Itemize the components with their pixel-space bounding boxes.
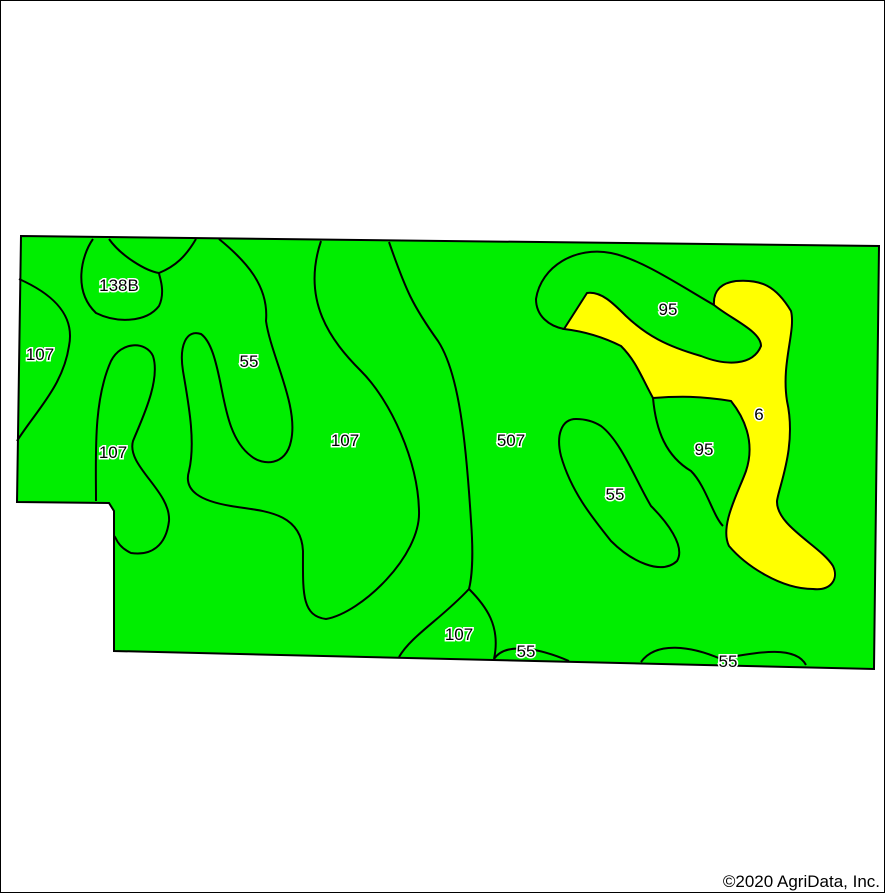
boundary-107-southwest bbox=[94, 344, 171, 555]
label-107-southwest: 107 bbox=[99, 443, 127, 462]
label-138b: 138B bbox=[99, 276, 139, 295]
soil-labels: 138B 107 107 55 107 507 95 6 95 55 107 5… bbox=[24, 275, 765, 673]
label-507: 507 bbox=[497, 431, 525, 450]
label-55-southeast: 55 bbox=[719, 652, 738, 671]
boundary-55-east bbox=[558, 417, 681, 569]
soil-unit-6 bbox=[562, 279, 836, 591]
copyright-notice: ©2020 AgriData, Inc. bbox=[720, 872, 882, 892]
boundary-507-west bbox=[388, 241, 474, 590]
boundary-55-southeast bbox=[640, 646, 807, 666]
label-55-northwest: 55 bbox=[240, 352, 259, 371]
label-55-east: 55 bbox=[606, 485, 625, 504]
boundary-95-north bbox=[534, 250, 715, 330]
label-6: 6 bbox=[754, 405, 763, 424]
label-107-south: 107 bbox=[445, 625, 473, 644]
label-95-north: 95 bbox=[659, 300, 678, 319]
boundary-138b bbox=[80, 238, 197, 321]
label-107-center: 107 bbox=[331, 431, 359, 450]
boundary-55-south bbox=[493, 647, 570, 662]
label-107-west: 107 bbox=[26, 345, 54, 364]
label-55-south: 55 bbox=[517, 642, 536, 661]
soil-boundaries bbox=[16, 238, 807, 666]
label-95-east: 95 bbox=[695, 440, 714, 459]
boundary-95-east bbox=[652, 397, 724, 527]
boundary-107-west bbox=[16, 278, 72, 442]
boundary-55-northwest bbox=[181, 238, 421, 621]
boundary-107-south bbox=[398, 587, 497, 660]
boundary-138b-inner bbox=[108, 238, 160, 274]
